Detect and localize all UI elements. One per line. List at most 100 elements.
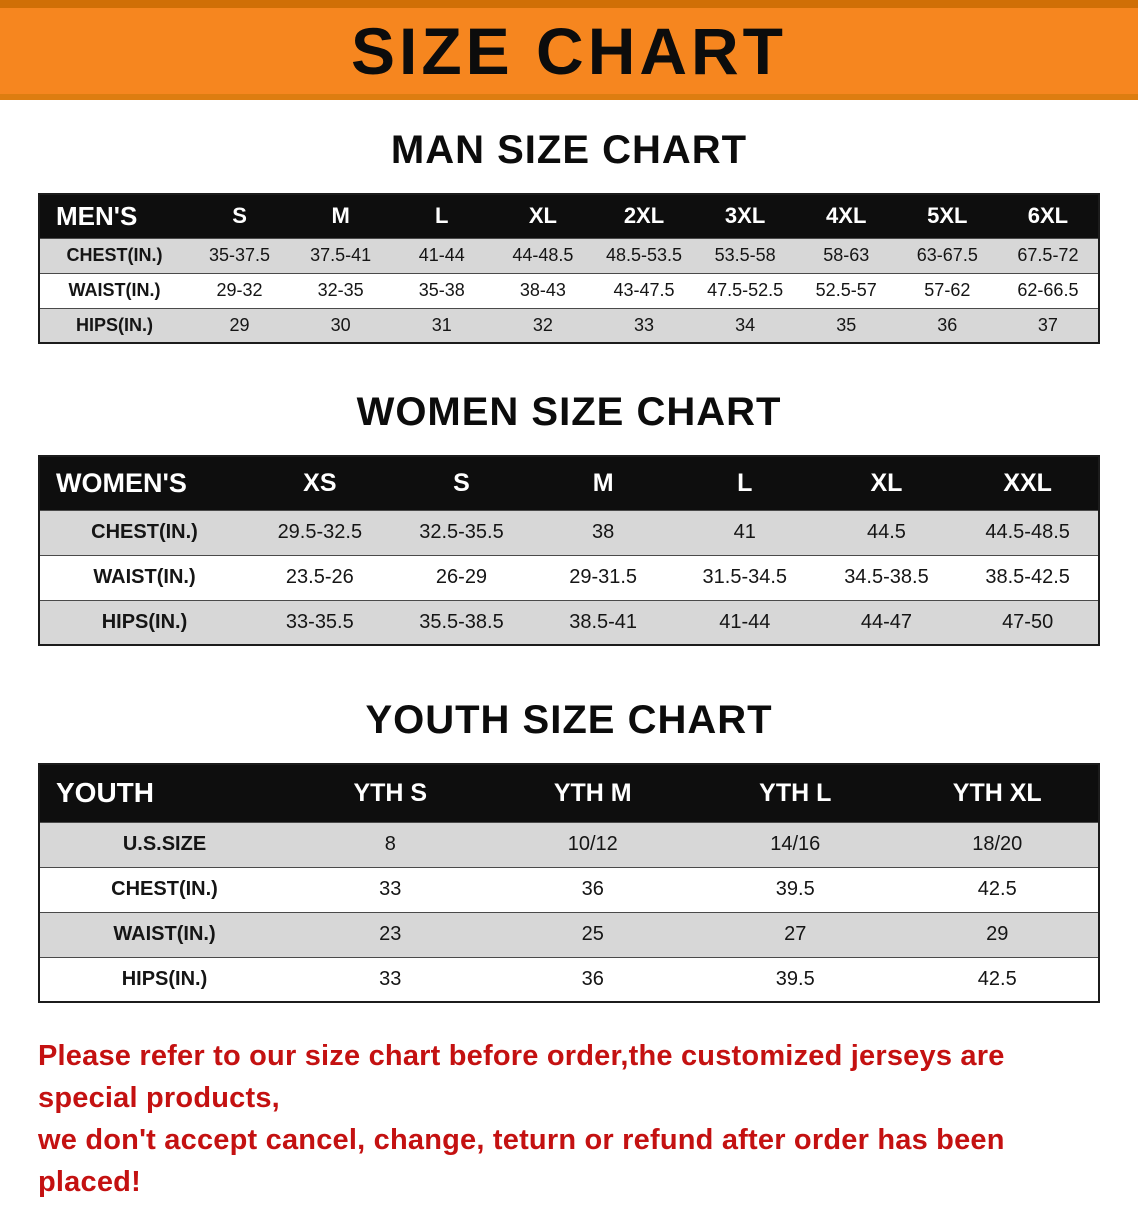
footer-notice: Please refer to our size chart before or…: [0, 1035, 1138, 1203]
size-header-cell: XS: [249, 456, 391, 510]
table-row: U.S.SIZE 8 10/12 14/16 18/20: [39, 822, 1099, 867]
value-cell: 25: [581, 923, 604, 945]
table-row: CHEST(IN.) 29.5-32.5 32.5-35.5 38 41 44.5 44.5…: [39, 510, 1099, 555]
value-cell: 41-44: [719, 610, 771, 633]
value-cell: 33: [379, 878, 402, 900]
value-cell: 10/12: [567, 833, 618, 855]
value-cell: 23: [379, 923, 402, 945]
section-title-women: WOMEN SIZE CHART: [356, 390, 782, 434]
value-cell: 31: [431, 314, 452, 335]
value-cell: 29: [229, 314, 250, 335]
value-cell: 44-48.5: [512, 245, 574, 265]
table-row: WAIST(IN.) 29-32 32-35 35-38 38-43 43-47.5 47.…: [39, 273, 1099, 308]
value-cell: 48.5-53.5: [605, 245, 683, 265]
section-youth: YOUTH SIZE CHART YOUTH YTH S YTH M YTH L YTH…: [0, 698, 1138, 1003]
size-header-cell: L: [391, 194, 493, 238]
value-cell: 47.5-52.5: [707, 280, 784, 300]
table-row: WAIST(IN.) 23.5-26 26-29 29-31.5 31.5-34.5 34…: [39, 555, 1099, 600]
value-cell: 35-37.5: [209, 245, 271, 265]
value-cell: 29-31.5: [569, 566, 638, 588]
value-cell: 36: [581, 967, 604, 990]
value-cell: 58-63: [823, 245, 870, 265]
row-label-cell: HIPS(IN.): [121, 967, 208, 990]
row-label-cell: U.S.SIZE: [122, 833, 207, 855]
row-label-cell: WAIST(IN.): [113, 923, 216, 945]
size-header-cell: 6XL: [997, 194, 1099, 238]
size-header-cell: YTH M: [491, 764, 694, 822]
value-cell: 42.5: [977, 878, 1017, 900]
table-row: HIPS(IN.) 33 36 39.5 42.5: [39, 957, 1099, 1002]
row-label-cell: CHEST(IN.): [91, 521, 198, 543]
size-header-cell: 4XL: [795, 194, 897, 238]
value-cell: 41-44: [418, 245, 465, 265]
value-cell: 31.5-34.5: [702, 566, 788, 588]
size-header-cell: M: [290, 194, 392, 238]
value-cell: 67.5-72: [1017, 245, 1079, 265]
value-cell: 35-38: [418, 280, 465, 300]
value-cell: 63-67.5: [916, 245, 978, 265]
table-row: CHEST(IN.) 35-37.5 37.5-41 41-44 44-48.5 48.5…: [39, 238, 1099, 273]
value-cell: 29.5-32.5: [277, 521, 363, 543]
man-size-table: MEN'S S M L XL 2XL 3XL 4XL 5XL 6XL CHEST(IN.) 35-37…: [38, 193, 1100, 344]
page-title: SIZE CHART: [351, 14, 787, 88]
size-header-cell: XXL: [957, 456, 1099, 510]
youth-size-table: YOUTH YTH S YTH M YTH L YTH XL U.S.SIZE 8 10/12…: [38, 763, 1100, 1003]
value-cell: 27: [784, 923, 807, 945]
value-cell: 38.5-41: [569, 610, 638, 633]
value-cell: 26-29: [435, 566, 488, 588]
value-cell: 52.5-57: [815, 280, 877, 300]
size-header-cell: YTH L: [694, 764, 897, 822]
value-cell: 29: [986, 923, 1009, 945]
value-cell: 36: [581, 878, 604, 900]
value-cell: 39.5: [775, 878, 815, 900]
size-header-cell: 5XL: [896, 194, 998, 238]
header-row: MEN'S S M L XL 2XL 3XL 4XL 5XL 6XL: [39, 194, 1099, 238]
value-cell: 8: [384, 833, 396, 855]
section-women: WOMEN SIZE CHART WOMEN'S XS S M L XL XXL CHEST(…: [0, 390, 1138, 646]
row-label-cell: HIPS(IN.): [101, 610, 188, 633]
value-cell: 37.5-41: [310, 245, 372, 265]
value-cell: 36: [937, 314, 958, 335]
value-cell: 32-35: [317, 280, 364, 300]
value-cell: 62-66.5: [1017, 280, 1079, 300]
size-header-cell: 2XL: [593, 194, 695, 238]
value-cell: 14/16: [770, 833, 821, 855]
value-cell: 44.5: [866, 521, 906, 543]
value-cell: 37: [1037, 314, 1058, 335]
value-cell: 33-35.5: [285, 610, 354, 633]
table-title-cell: YOUTH: [39, 764, 289, 822]
row-label-cell: WAIST(IN.): [93, 566, 196, 588]
size-header-cell: S: [390, 456, 533, 510]
size-header-cell: 3XL: [694, 194, 796, 238]
value-cell: 47-50: [1002, 610, 1054, 633]
women-size-table: WOMEN'S XS S M L XL XXL CHEST(IN.) 29.5-32.5 32.5…: [38, 455, 1100, 646]
value-cell: 44-47: [860, 610, 913, 633]
size-header-cell: YTH XL: [896, 764, 1099, 822]
row-label-cell: HIPS(IN.): [75, 314, 153, 335]
table-row: WAIST(IN.) 23 25 27 29: [39, 912, 1099, 957]
value-cell: 53.5-58: [714, 245, 776, 265]
size-header-cell: M: [532, 456, 674, 510]
table-row: HIPS(IN.) 33-35.5 35.5-38.5 38.5-41 41-44 44-…: [39, 600, 1099, 645]
row-label-cell: CHEST(IN.): [111, 878, 218, 900]
table-title-cell: MEN'S: [39, 194, 189, 238]
value-cell: 32.5-35.5: [419, 521, 504, 543]
size-header-cell: L: [673, 456, 816, 510]
value-cell: 57-62: [924, 280, 971, 300]
section-title-youth: YOUTH SIZE CHART: [365, 698, 773, 742]
value-cell: 23.5-26: [285, 566, 354, 588]
value-cell: 35.5-38.5: [419, 610, 504, 633]
table-row: HIPS(IN.) 29 30 31 32 33 34 35 36 37: [39, 308, 1099, 343]
value-cell: 38: [592, 521, 615, 543]
value-cell: 30: [330, 314, 351, 335]
value-cell: 32: [532, 314, 553, 335]
table-row: CHEST(IN.) 33 36 39.5 42.5: [39, 867, 1099, 912]
value-cell: 34: [735, 314, 756, 335]
footer-notice-line-1: Please refer to our size chart before or…: [38, 1040, 1005, 1115]
value-cell: 33: [633, 314, 654, 335]
section-men: MAN SIZE CHART MEN'S S M L XL 2XL 3XL 4XL 5XL 6XL…: [0, 128, 1138, 344]
size-header-cell: XL: [815, 456, 958, 510]
value-cell: 38-43: [519, 280, 566, 300]
value-cell: 35: [836, 314, 857, 335]
